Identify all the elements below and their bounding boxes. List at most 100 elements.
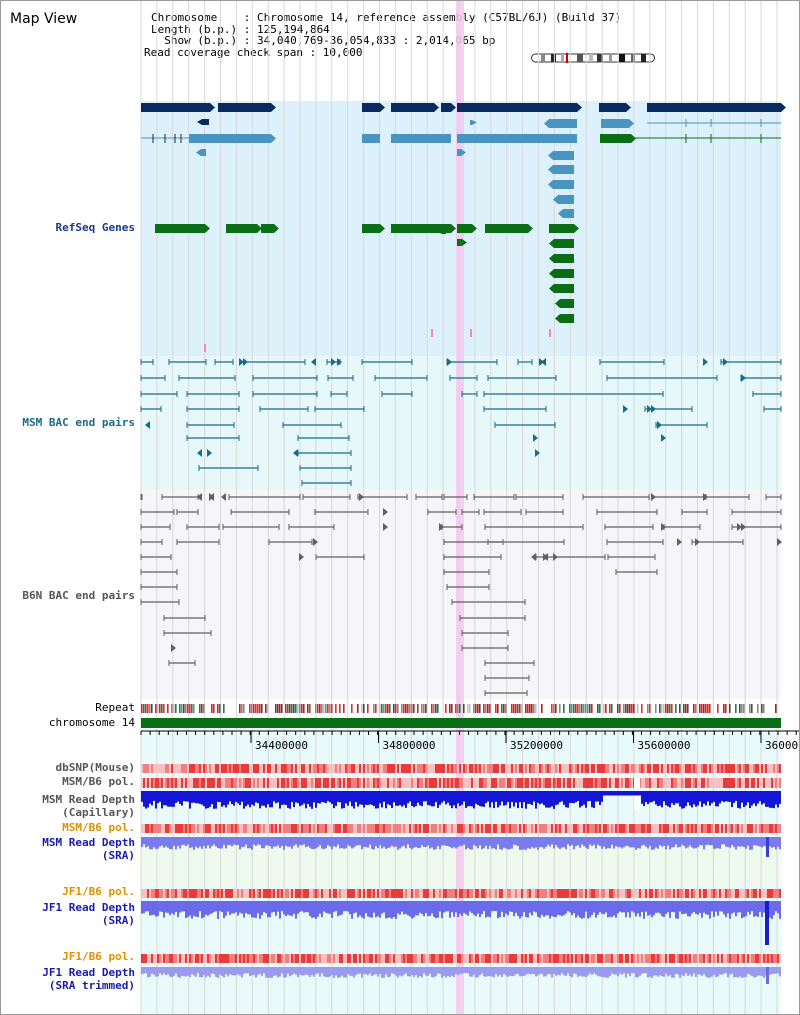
msm-pol-cell	[659, 778, 661, 788]
msm-sra-depth-bar	[255, 837, 257, 846]
bac-end-marker	[221, 493, 226, 501]
label-msm-depth-cap: MSM Read Depth	[42, 793, 135, 806]
msm-capillary-depth-bar	[429, 791, 431, 806]
jf1-pol2-cell	[367, 954, 369, 963]
msm-sra-depth-bar	[663, 837, 665, 846]
jf1-sra-depth-bar	[697, 901, 699, 915]
jf1-pol-cell	[275, 889, 277, 898]
msm-pol-cell	[631, 778, 633, 788]
repeat-element	[687, 704, 689, 713]
jf1-trimmed-depth-bar	[661, 967, 663, 977]
msm-sra-depth-bar	[333, 837, 335, 847]
jf1-pol2-cell	[747, 954, 749, 963]
repeat-element	[327, 704, 329, 713]
gene-arrow-right	[472, 120, 477, 125]
jf1-pol2-cell	[147, 954, 149, 963]
jf1-sra-depth-bar	[237, 901, 239, 916]
msm-pol2-cell	[545, 824, 547, 833]
jf1-pol2-cell	[553, 954, 555, 963]
msm-capillary-depth-bar	[275, 791, 277, 804]
jf1-sra-depth-bar	[385, 901, 387, 919]
msm-capillary-depth-bar	[147, 791, 149, 808]
jf1-pol-cell	[715, 889, 717, 898]
dbsnp-cell	[419, 764, 421, 773]
jf1-pol-cell	[399, 889, 401, 898]
jf1-pol-cell	[527, 889, 529, 898]
msm-pol2-cell	[579, 824, 581, 833]
jf1-trimmed-depth-bar	[541, 967, 543, 974]
dbsnp-cell	[757, 764, 759, 773]
jf1-sra-depth-bar	[527, 901, 529, 918]
msm-pol-cell	[533, 778, 535, 788]
msm-sra-depth-bar	[465, 837, 467, 850]
jf1-sra-depth-bar	[465, 901, 467, 915]
jf1-pol-cell	[775, 889, 777, 898]
msm-capillary-depth-bar	[531, 791, 533, 806]
jf1-pol2-cell	[687, 954, 689, 963]
jf1-sra-depth-bar	[221, 901, 223, 913]
jf1-trimmed-depth-bar	[751, 967, 753, 977]
msm-capillary-depth-bar	[707, 791, 709, 802]
msm-sra-depth-bar	[479, 837, 481, 846]
jf1-pol-cell	[185, 889, 187, 898]
msm-capillary-depth-bar	[513, 791, 515, 807]
msm-capillary-depth-bar	[569, 791, 571, 803]
jf1-sra-depth-bar	[615, 901, 617, 918]
repeat-element	[483, 704, 485, 713]
dbsnp-cell	[171, 764, 173, 773]
dbsnp-cell	[763, 764, 765, 773]
msm-sra-depth-bar	[699, 837, 701, 846]
msm-sra-depth-bar	[167, 837, 169, 848]
jf1-pol-cell	[251, 889, 253, 898]
jf1-trimmed-depth-bar	[483, 967, 485, 977]
msm-pol2-cell	[159, 824, 161, 833]
bac-end-marker	[703, 358, 708, 366]
jf1-trimmed-depth-bar	[177, 967, 179, 977]
msm-pol-cell	[281, 778, 283, 788]
jf1-pol-cell	[337, 889, 339, 898]
msm-sra-depth-bar	[597, 837, 599, 845]
msm-sra-depth-bar	[141, 837, 143, 847]
dbsnp-cell	[235, 764, 237, 773]
msm-pol2-cell	[577, 824, 579, 833]
msm-pol2-cell	[397, 824, 399, 833]
jf1-trimmed-depth-bar	[179, 967, 181, 978]
dbsnp-cell	[491, 764, 493, 773]
msm-capillary-depth-bar	[583, 791, 585, 805]
jf1-pol2-cell	[551, 954, 553, 963]
chromosome-ideogram[interactable]	[531, 53, 655, 63]
jf1-trimmed-depth-bar	[557, 967, 559, 975]
msm-pol2-cell	[299, 824, 301, 833]
msm-sra-depth-bar	[143, 837, 145, 845]
label-repeat: Repeat	[95, 701, 135, 714]
jf1-pol2-cell	[733, 954, 735, 963]
msm-pol-cell	[449, 778, 451, 788]
dbsnp-cell	[743, 764, 745, 773]
jf1-sra-depth-bar	[543, 901, 545, 917]
jf1-pol-cell	[477, 889, 479, 898]
jf1-sra-depth-bar	[171, 901, 173, 914]
msm-pol2-cell	[631, 824, 633, 833]
jf1-trimmed-depth-bar	[233, 967, 235, 976]
jf1-trimmed-depth-bar	[291, 967, 293, 976]
dbsnp-cell	[423, 764, 425, 773]
msm-pol-cell	[201, 778, 203, 788]
jf1-pol2-cell	[671, 954, 673, 963]
refseq-marker	[431, 329, 433, 337]
jf1-trimmed-depth-bar	[547, 967, 549, 974]
repeat-element	[703, 704, 705, 713]
gene-arrow-right	[577, 103, 582, 112]
jf1-pol2-cell	[345, 954, 347, 963]
jf1-pol2-cell	[723, 954, 725, 963]
msm-pol-cell	[693, 778, 695, 788]
jf1-sra-depth-bar	[751, 901, 753, 912]
jf1-pol-cell	[421, 889, 423, 898]
jf1-pol-cell	[241, 889, 243, 898]
bac-end-marker	[777, 538, 782, 546]
msm-sra-depth-bar	[295, 837, 297, 845]
msm-pol-cell	[441, 778, 443, 788]
msm-pol-cell	[235, 778, 237, 788]
msm-sra-depth-bar	[353, 837, 355, 848]
jf1-sra-depth-bar	[571, 901, 573, 916]
